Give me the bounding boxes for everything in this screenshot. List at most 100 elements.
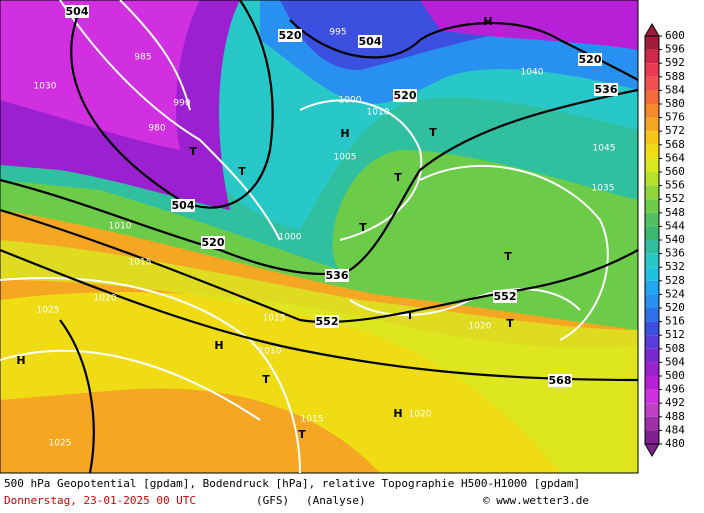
map-label: 1020	[409, 410, 432, 420]
color-swatch	[645, 90, 659, 104]
colorbar-label: 572	[665, 124, 685, 137]
map-label: T	[429, 126, 437, 139]
color-swatch	[645, 321, 659, 336]
label-box	[548, 374, 572, 387]
label-box	[493, 290, 517, 303]
color-swatch	[645, 226, 659, 240]
color-swatch	[645, 348, 659, 363]
colorbar-label: 600	[665, 29, 685, 42]
map-label: 536	[595, 83, 618, 96]
colorbar-label: 556	[665, 179, 685, 192]
map-label: H	[483, 15, 492, 28]
color-swatch	[645, 280, 659, 295]
map-label: 520	[279, 29, 302, 42]
colorbar-label: 592	[665, 56, 685, 69]
colorbar-label: 540	[665, 233, 685, 246]
map-background	[0, 0, 639, 474]
color-swatch	[645, 308, 659, 322]
contours	[0, 0, 639, 474]
map-label: 1015	[129, 258, 152, 268]
colorbar-label: 500	[665, 369, 685, 382]
color-swatch	[645, 144, 659, 159]
color-swatch	[645, 104, 659, 118]
map-label: 1020	[94, 294, 117, 304]
colorbar-label: 560	[665, 165, 685, 178]
map-label: 1045	[593, 144, 616, 154]
label-box	[325, 269, 349, 282]
label-box	[65, 5, 89, 18]
colorbar-label: 488	[665, 410, 685, 423]
map-label: 1000	[339, 96, 362, 106]
map-label: 1010	[367, 108, 390, 118]
colorbar-arrow-top	[644, 23, 660, 37]
map-label: 995	[329, 28, 346, 38]
label-box	[594, 83, 618, 96]
map-label: 980	[148, 124, 165, 134]
color-swatch	[645, 376, 659, 390]
map-label: 1030	[34, 82, 57, 92]
colorbar-label: 584	[665, 83, 685, 96]
colorbar-label: 596	[665, 43, 685, 56]
map-label: T	[298, 428, 306, 441]
map-label: 985	[134, 53, 151, 63]
map-label: 990	[173, 99, 190, 109]
colorbar-label: 524	[665, 287, 685, 300]
map-label: T	[504, 250, 512, 263]
colorbar-label: 564	[665, 151, 685, 164]
map-label: 1025	[49, 439, 72, 449]
colorbar-label: 580	[665, 97, 685, 110]
colorbar-label: 552	[665, 192, 685, 205]
color-swatch	[645, 403, 659, 417]
color-swatch	[645, 172, 659, 186]
footer-analysis: (Analyse)	[306, 494, 366, 507]
color-swatch	[645, 253, 659, 268]
map-label: T	[394, 171, 402, 184]
map-label: T	[406, 309, 414, 322]
map-label: T	[238, 165, 246, 178]
color-swatch	[645, 212, 659, 227]
map-label: 1025	[37, 306, 60, 316]
label-box	[278, 29, 302, 42]
map-label: H	[340, 127, 349, 140]
colorbar-label: 484	[665, 423, 685, 436]
map-label: 1020	[469, 322, 492, 332]
map-label: H	[16, 354, 25, 367]
color-swatch	[645, 185, 659, 200]
colorbar-label: 548	[665, 206, 685, 219]
map-label: 1015	[263, 314, 286, 324]
colorbar-label: 496	[665, 383, 685, 396]
map-label: T	[262, 373, 270, 386]
colorbar-label: 536	[665, 247, 685, 260]
map-label: 520	[579, 53, 602, 66]
map-label: 536	[326, 269, 349, 282]
color-swatch	[645, 36, 659, 50]
colorbar-label: 532	[665, 260, 685, 273]
color-swatch	[645, 240, 659, 254]
color-swatch	[645, 117, 659, 132]
footer-credit: © www.wetter3.de	[483, 494, 589, 507]
color-swatch	[645, 158, 659, 172]
colorbar-arrow-bottom	[644, 443, 660, 457]
color-swatch	[645, 76, 659, 91]
map-label: 1015	[301, 415, 324, 425]
colorbar-label: 576	[665, 111, 685, 124]
map-label: T	[359, 221, 367, 234]
colorbar-label: 512	[665, 328, 685, 341]
map-label: 552	[316, 315, 339, 328]
color-swatch	[645, 131, 659, 145]
colorbar-label: 528	[665, 274, 685, 287]
map-label: 504	[172, 199, 195, 212]
color-swatch	[645, 335, 659, 349]
map-label: 1035	[592, 184, 615, 194]
map-label: 504	[66, 5, 89, 18]
map-label: 1040	[521, 68, 544, 78]
map-label: 1005	[334, 153, 357, 163]
color-swatch	[645, 389, 659, 404]
color-swatch	[645, 49, 659, 64]
map-label: 1010	[109, 222, 132, 232]
map-label: 504	[359, 35, 382, 48]
map-label: 520	[202, 236, 225, 249]
map-label: H	[393, 407, 402, 420]
label-box	[171, 199, 195, 212]
map-label: 568	[549, 374, 572, 387]
